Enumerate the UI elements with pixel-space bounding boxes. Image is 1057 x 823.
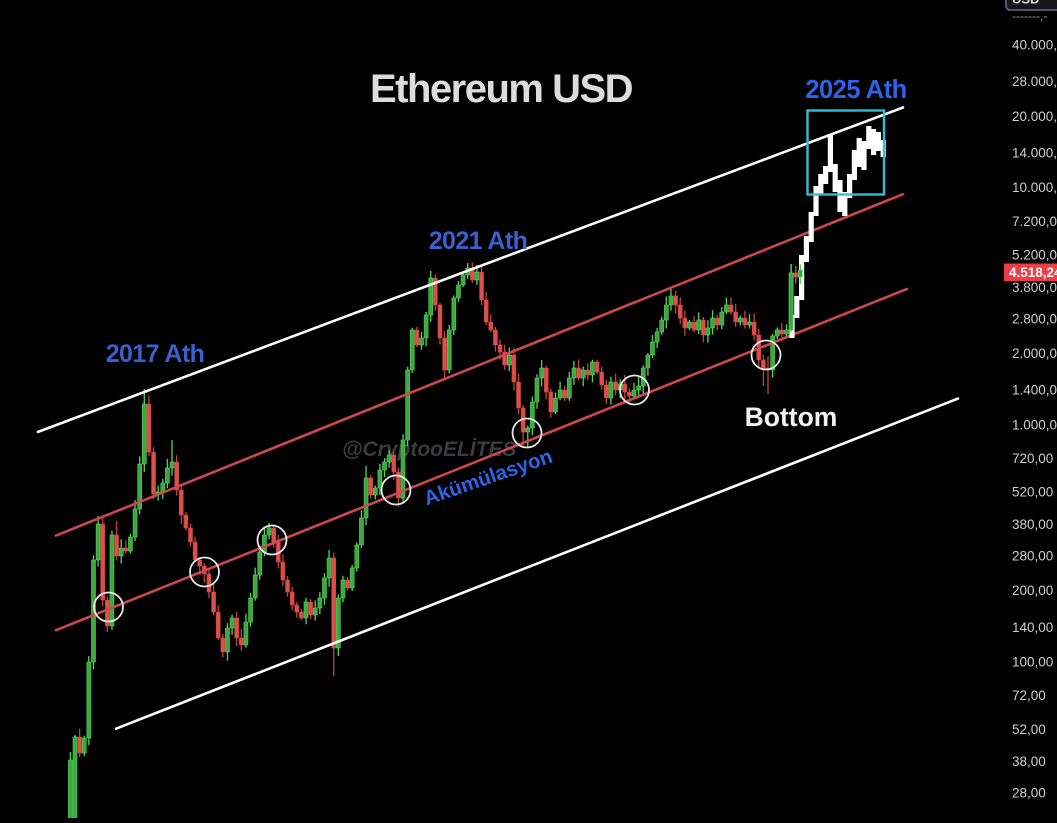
svg-text:Ethereum USD: Ethereum USD [370,67,633,111]
svg-text:140,00: 140,00 [1012,620,1053,635]
svg-text:520,00: 520,00 [1012,485,1053,500]
svg-text:38,00: 38,00 [1012,754,1046,769]
svg-text:1.000,00: 1.000,00 [1012,417,1057,432]
svg-text:10.000,0: 10.000,0 [1012,180,1057,195]
svg-text:100,00: 100,00 [1012,654,1053,669]
svg-text:2021 Ath: 2021 Ath [429,227,527,255]
svg-text:1.400,00: 1.400,00 [1012,383,1057,398]
svg-text:380,00: 380,00 [1012,517,1053,532]
svg-text:@CryptooELİTES: @CryptooELİTES [342,438,516,461]
svg-text:72,00: 72,00 [1012,688,1046,703]
svg-text:200,00: 200,00 [1012,583,1053,598]
svg-text:2025 Ath: 2025 Ath [805,76,906,104]
svg-text:280,00: 280,00 [1012,548,1053,563]
svg-text:4.518,24: 4.518,24 [1009,265,1057,280]
svg-text:7.200,00: 7.200,00 [1012,214,1057,229]
svg-text:720,00: 720,00 [1012,451,1053,466]
svg-text:14.000,0: 14.000,0 [1012,146,1057,161]
svg-text:52,00: 52,00 [1012,722,1046,737]
svg-text:-------,-: -------,- [1012,9,1047,23]
svg-text:40.000,0: 40.000,0 [1012,38,1057,53]
svg-text:Bottom: Bottom [745,402,838,432]
svg-text:3.800,00: 3.800,00 [1012,280,1057,295]
svg-text:USD: USD [1012,0,1039,7]
svg-text:5.200,00: 5.200,00 [1012,248,1057,263]
svg-text:20.000,0: 20.000,0 [1012,109,1057,124]
svg-text:28.000,0: 28.000,0 [1012,74,1057,89]
svg-text:2017 Ath: 2017 Ath [106,340,204,368]
svg-text:28,00: 28,00 [1012,786,1046,801]
svg-text:2.800,00: 2.800,00 [1012,311,1057,326]
svg-text:2.000,00: 2.000,00 [1012,346,1057,361]
